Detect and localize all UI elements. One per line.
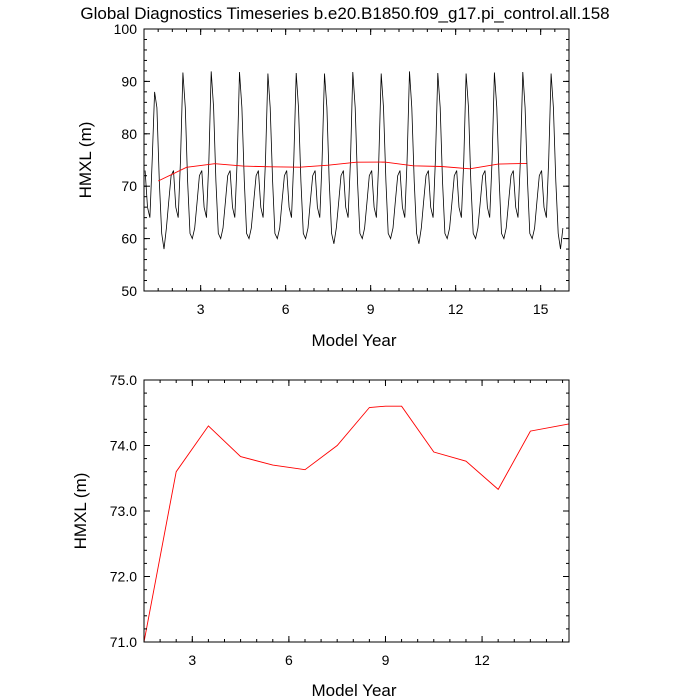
bottom-y-tick-label: 73.0	[110, 503, 137, 519]
top-y-tick-label: 70	[121, 178, 137, 194]
figure-title: Global Diagnostics Timeseries b.e20.B185…	[80, 4, 609, 23]
bottom-x-tick-label: 12	[474, 652, 490, 668]
bottom-y-tick-label: 71.0	[110, 634, 137, 650]
bottom-x-tick-label: 3	[188, 652, 196, 668]
bottom-y-tick-label: 74.0	[110, 438, 137, 454]
top-y-tick-label: 80	[121, 126, 137, 142]
bottom-annual-series-line	[143, 405, 570, 643]
top-annual-series-line	[158, 161, 527, 182]
top-x-tick-label: 6	[282, 301, 290, 317]
bottom-plot-area	[143, 405, 570, 643]
top-y-tick-label: 50	[121, 283, 137, 299]
bottom-x-tick-label: 6	[285, 652, 293, 668]
top-x-tick-label: 12	[448, 301, 464, 317]
top-y-axis-label: HMXL (m)	[76, 122, 95, 199]
bottom-y-axis-label: HMXL (m)	[71, 473, 90, 550]
top-x-tick-label: 15	[533, 301, 549, 317]
top-ticks: 3 6 9 12 15 50 60 70 80 90 100	[114, 21, 570, 317]
bottom-x-axis-label: Model Year	[311, 681, 396, 700]
top-plot-area	[144, 71, 564, 250]
bottom-panel: 3 6 9 12 71.0 72.0 73.0 74.0 75.0 Model Year HMX…	[71, 372, 570, 700]
bottom-panel-frame	[143, 379, 570, 643]
top-x-axis-label: Model Year	[311, 331, 396, 350]
bottom-y-tick-label: 75.0	[110, 372, 137, 388]
top-x-tick-label: 9	[367, 301, 375, 317]
top-y-tick-label: 60	[121, 231, 137, 247]
top-y-tick-label: 90	[121, 73, 137, 89]
top-y-tick-label: 100	[114, 21, 138, 37]
top-monthly-series-line	[144, 71, 564, 250]
bottom-y-tick-label: 72.0	[110, 569, 137, 585]
top-x-tick-label: 3	[197, 301, 205, 317]
top-panel: 3 6 9 12 15 50 60 70 80 90 100 Model Year HMXL (m)	[76, 21, 570, 350]
bottom-ticks: 3 6 9 12 71.0 72.0 73.0 74.0 75.0	[110, 372, 569, 668]
bottom-x-tick-label: 9	[382, 652, 390, 668]
